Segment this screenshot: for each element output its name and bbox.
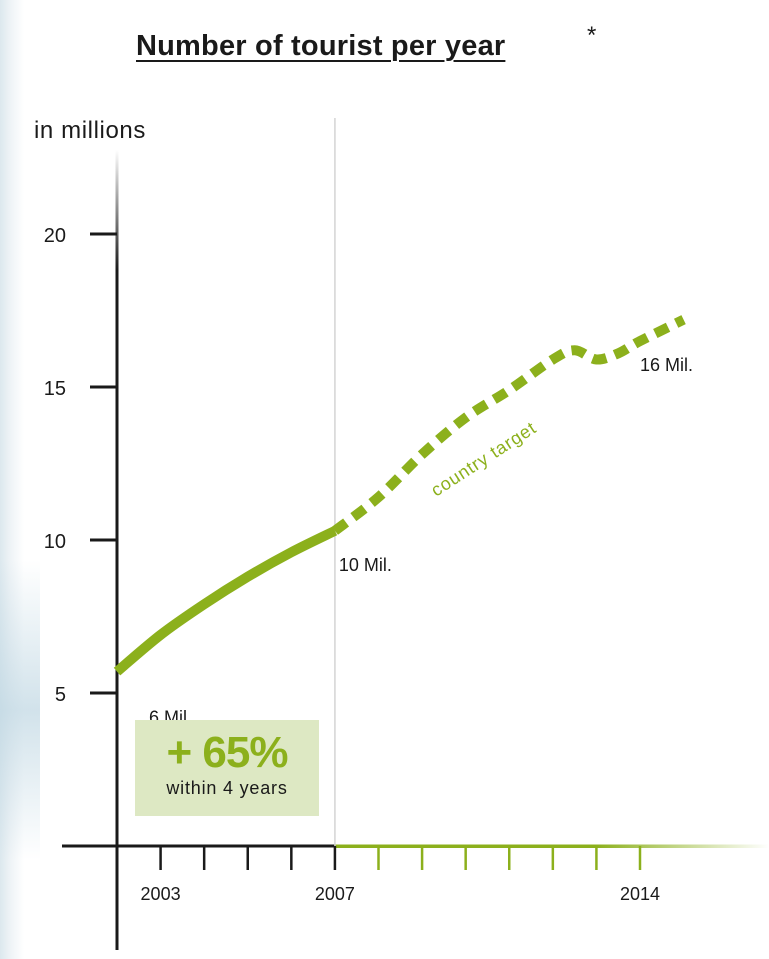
actual-tourists-line [113,526,338,676]
growth-callout-box: + 65% within 4 years [135,720,319,816]
chart-title: Number of tourist per year [136,30,506,62]
title-footnote-mark: * [587,22,597,49]
x-tick-label: 2007 [315,884,355,904]
x-tick-label: 2003 [141,884,181,904]
annotation-10-mil: 10 Mil. [339,555,392,575]
growth-period-note: within 4 years [166,778,288,798]
y-axis-unit-label: in millions [34,117,146,144]
annotation-16-mil: 16 Mil. [640,355,693,375]
y-tick-label: 20 [44,225,66,247]
x-tick-label: 2014 [620,884,660,904]
y-tick-label: 5 [55,684,66,706]
y-axis-line [115,150,119,950]
background-haze [0,560,40,860]
y-tick-label: 15 [44,378,66,400]
country-target-line [331,315,686,535]
y-tick-label: 10 [44,531,66,553]
growth-percentage: + 65% [166,728,289,777]
